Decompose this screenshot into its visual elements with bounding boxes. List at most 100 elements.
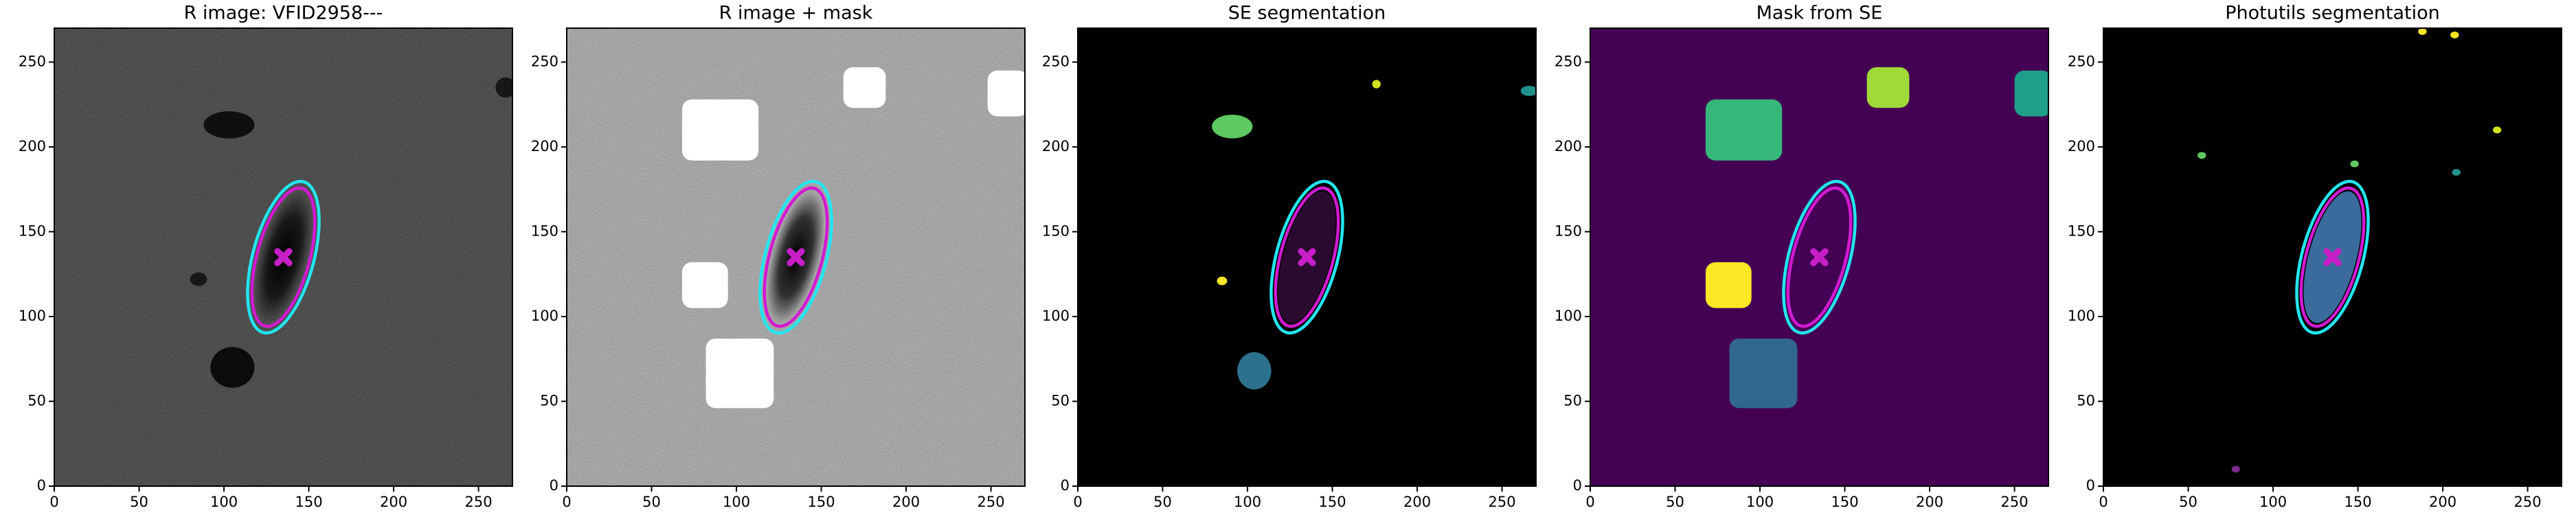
x-tick-label: 100 [1746, 494, 1774, 510]
y-tick-label: 200 [2068, 138, 2095, 154]
segment [2492, 126, 2502, 134]
panel: R image + mask 0 50 100 150 200 250 0 50 100 150 20… [531, 3, 1026, 510]
y-tick-label: 250 [2068, 53, 2095, 69]
mask [681, 262, 728, 308]
center-marker [1298, 248, 1316, 266]
x-tick-label: 100 [210, 494, 238, 510]
center-marker [2323, 248, 2342, 266]
x-tick-label: 100 [723, 494, 750, 510]
y-tick-label: 200 [1555, 138, 1582, 154]
y-tick-label: 50 [2077, 392, 2095, 409]
x-tick-label: 100 [1234, 494, 1261, 510]
aperture-inner [250, 186, 317, 328]
x-tick-label: 200 [1403, 494, 1431, 510]
x-tick-label: 150 [2345, 494, 2372, 510]
x-tick-label: 250 [465, 494, 493, 510]
y-tick-label: 250 [531, 53, 558, 69]
star [203, 111, 255, 139]
y-tick-label: 250 [1555, 53, 1582, 69]
center-marker [787, 248, 805, 266]
x-tick-label: 50 [2179, 494, 2197, 510]
y-tick-label: 100 [1555, 308, 1582, 324]
y-tick-label: 200 [1042, 138, 1070, 154]
segment [2231, 466, 2240, 473]
segment [2452, 169, 2461, 176]
mask-region [1866, 67, 1910, 108]
aperture-outer [1782, 179, 1857, 335]
y-tick-label: 250 [19, 53, 46, 69]
segment [2450, 31, 2459, 38]
aperture-inner [2299, 186, 2366, 328]
star [495, 77, 512, 98]
x-tick-label: 0 [1585, 494, 1594, 510]
aperture-inner [762, 186, 829, 328]
x-tick-label: 0 [1073, 494, 1082, 510]
panel-title: Mask from SE [1756, 3, 1883, 24]
image [2103, 28, 2562, 486]
y-tick-label: 150 [531, 222, 558, 239]
x-tick-label: 250 [978, 494, 1005, 510]
x-tick-label: 50 [1666, 494, 1684, 510]
spine [566, 27, 1026, 487]
spine [1077, 27, 1537, 487]
x-tick-label: 150 [295, 494, 323, 510]
panel-title: SE segmentation [1228, 3, 1386, 24]
panel: Photutils segmentation 0 50 100 150 200 250 0 50… [2068, 3, 2562, 510]
x-tick-label: 50 [642, 494, 661, 510]
mask [987, 70, 1025, 117]
x-tick-label: 0 [2099, 494, 2108, 510]
x-tick-label: 50 [130, 494, 148, 510]
star [190, 272, 207, 286]
y-tick-label: 150 [2068, 222, 2095, 239]
x-tick-label: 0 [49, 494, 58, 510]
center-marker [1810, 248, 1829, 266]
segment [2418, 28, 2427, 35]
y-tick-label: 0 [37, 477, 46, 494]
y-tick-label: 0 [2086, 477, 2095, 494]
y-tick-label: 150 [19, 222, 46, 239]
y-tick-label: 0 [1573, 477, 1582, 494]
center-marker [274, 248, 293, 266]
aperture-outer [758, 179, 833, 335]
x-tick-label: 250 [2514, 494, 2542, 510]
y-tick-label: 100 [2068, 308, 2095, 324]
y-tick-label: 50 [27, 392, 46, 409]
x-tick-label: 250 [1489, 494, 1516, 510]
aperture-inner [1786, 186, 1853, 328]
panel-title: R image + mask [719, 3, 873, 24]
x-tick-label: 100 [2259, 494, 2287, 510]
spine [2103, 27, 2562, 487]
aperture-outer [1269, 179, 1344, 335]
y-tick-label: 150 [1042, 222, 1070, 239]
y-tick-label: 50 [1563, 392, 1582, 409]
x-tick-label: 0 [562, 494, 571, 510]
panel: R image: VFID2958--- 0 50 100 150 200 250 0 50 10… [19, 3, 513, 510]
x-tick-label: 200 [892, 494, 920, 510]
y-tick-label: 100 [1042, 308, 1070, 324]
star [210, 347, 255, 388]
y-tick-label: 100 [531, 308, 558, 324]
x-tick-label: 200 [2429, 494, 2456, 510]
y-tick-label: 200 [531, 138, 558, 154]
x-tick-label: 200 [1916, 494, 1943, 510]
y-tick-label: 100 [19, 308, 46, 324]
segment [2197, 152, 2206, 159]
y-tick-label: 0 [550, 477, 558, 494]
panel-title: R image: VFID2958--- [184, 3, 383, 24]
mask [705, 339, 774, 409]
panel-title: Photutils segmentation [2225, 3, 2440, 24]
y-tick-label: 50 [1051, 392, 1070, 409]
image [567, 28, 1025, 486]
panel: SE segmentation 0 50 100 150 200 250 0 50 100 150 2… [1042, 3, 1537, 510]
x-tick-label: 150 [1831, 494, 1859, 510]
y-tick-label: 200 [19, 138, 46, 154]
mask-region [2014, 70, 2048, 117]
y-tick-label: 50 [540, 392, 558, 409]
segment [2350, 160, 2359, 168]
mask [843, 67, 886, 108]
image [1590, 28, 2048, 486]
mask-region [1729, 339, 1798, 409]
aperture-outer [246, 179, 321, 335]
aperture-inner [1274, 186, 1340, 328]
